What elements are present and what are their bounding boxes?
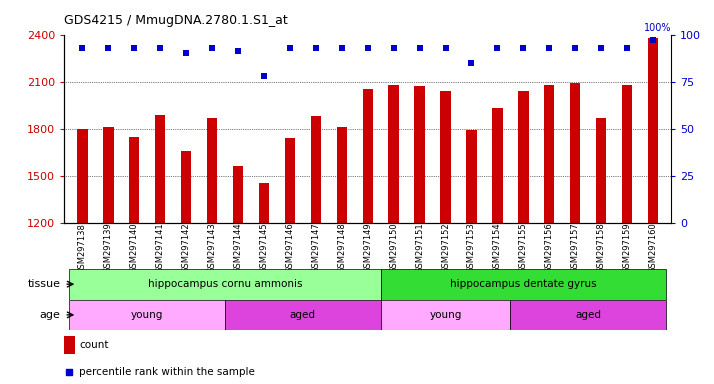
Text: GSM297160: GSM297160: [648, 223, 658, 273]
Bar: [129, 137, 139, 223]
Point: [206, 45, 218, 51]
Bar: [69, 269, 381, 300]
Bar: [596, 118, 606, 223]
Text: GSM297150: GSM297150: [389, 223, 398, 273]
Bar: [155, 114, 166, 223]
Text: hippocampus dentate gyrus: hippocampus dentate gyrus: [450, 279, 597, 289]
Text: percentile rank within the sample: percentile rank within the sample: [79, 367, 255, 377]
Point: [595, 45, 607, 51]
Point: [543, 45, 555, 51]
Bar: [258, 183, 269, 223]
Text: GSM297142: GSM297142: [181, 223, 191, 273]
Bar: [622, 85, 633, 223]
Bar: [648, 38, 658, 223]
Text: GSM297149: GSM297149: [363, 223, 372, 273]
Point: [466, 60, 477, 66]
Text: aged: aged: [290, 310, 316, 320]
Bar: [492, 108, 503, 223]
Point: [362, 45, 373, 51]
Text: hippocampus cornu ammonis: hippocampus cornu ammonis: [148, 279, 302, 289]
Text: young: young: [131, 310, 164, 320]
Bar: [225, 300, 381, 330]
Bar: [77, 129, 88, 223]
Bar: [285, 138, 295, 223]
Bar: [336, 127, 347, 223]
Bar: [233, 166, 243, 223]
Point: [336, 45, 348, 51]
Text: GSM297157: GSM297157: [570, 223, 580, 273]
Bar: [570, 83, 580, 223]
Bar: [466, 130, 477, 223]
Point: [440, 45, 451, 51]
Bar: [518, 91, 528, 223]
Point: [76, 45, 88, 51]
Point: [103, 45, 114, 51]
Bar: [381, 300, 511, 330]
Point: [232, 48, 243, 55]
Bar: [103, 127, 114, 223]
Text: count: count: [79, 340, 109, 350]
Text: young: young: [429, 310, 462, 320]
Bar: [544, 85, 555, 223]
Bar: [363, 89, 373, 223]
Bar: [181, 151, 191, 223]
Point: [648, 37, 659, 43]
Point: [154, 45, 166, 51]
Bar: [64, 336, 75, 354]
Text: GSM297147: GSM297147: [311, 223, 321, 273]
Bar: [69, 300, 225, 330]
Point: [414, 45, 426, 51]
Text: GSM297158: GSM297158: [597, 223, 605, 273]
Text: GSM297141: GSM297141: [156, 223, 165, 273]
Text: GSM297152: GSM297152: [441, 223, 450, 273]
Text: GSM297146: GSM297146: [286, 223, 294, 273]
Text: 100%: 100%: [643, 23, 671, 33]
Text: GSM297144: GSM297144: [233, 223, 243, 273]
Text: GSM297138: GSM297138: [78, 223, 87, 273]
Text: GSM297148: GSM297148: [337, 223, 346, 273]
Text: age: age: [40, 310, 61, 320]
Text: GSM297159: GSM297159: [623, 223, 632, 273]
Point: [310, 45, 321, 51]
Point: [518, 45, 529, 51]
Point: [621, 45, 633, 51]
Bar: [441, 91, 451, 223]
Text: GSM297156: GSM297156: [545, 223, 554, 273]
Text: GSM297154: GSM297154: [493, 223, 502, 273]
Point: [570, 45, 581, 51]
Bar: [414, 86, 425, 223]
Point: [258, 73, 270, 79]
Text: GSM297153: GSM297153: [467, 223, 476, 273]
Text: aged: aged: [575, 310, 601, 320]
Text: tissue: tissue: [28, 279, 61, 289]
Point: [64, 369, 75, 375]
Point: [129, 45, 140, 51]
Point: [492, 45, 503, 51]
Text: GSM297155: GSM297155: [519, 223, 528, 273]
Text: GSM297145: GSM297145: [259, 223, 268, 273]
Bar: [381, 269, 666, 300]
Point: [284, 45, 296, 51]
Bar: [388, 85, 399, 223]
Bar: [511, 300, 666, 330]
Text: GSM297139: GSM297139: [104, 223, 113, 273]
Point: [388, 45, 399, 51]
Text: GSM297140: GSM297140: [130, 223, 139, 273]
Bar: [207, 118, 217, 223]
Text: GSM297151: GSM297151: [415, 223, 424, 273]
Bar: [311, 116, 321, 223]
Text: GDS4215 / MmugDNA.2780.1.S1_at: GDS4215 / MmugDNA.2780.1.S1_at: [64, 14, 288, 27]
Point: [181, 50, 192, 56]
Text: GSM297143: GSM297143: [208, 223, 216, 273]
